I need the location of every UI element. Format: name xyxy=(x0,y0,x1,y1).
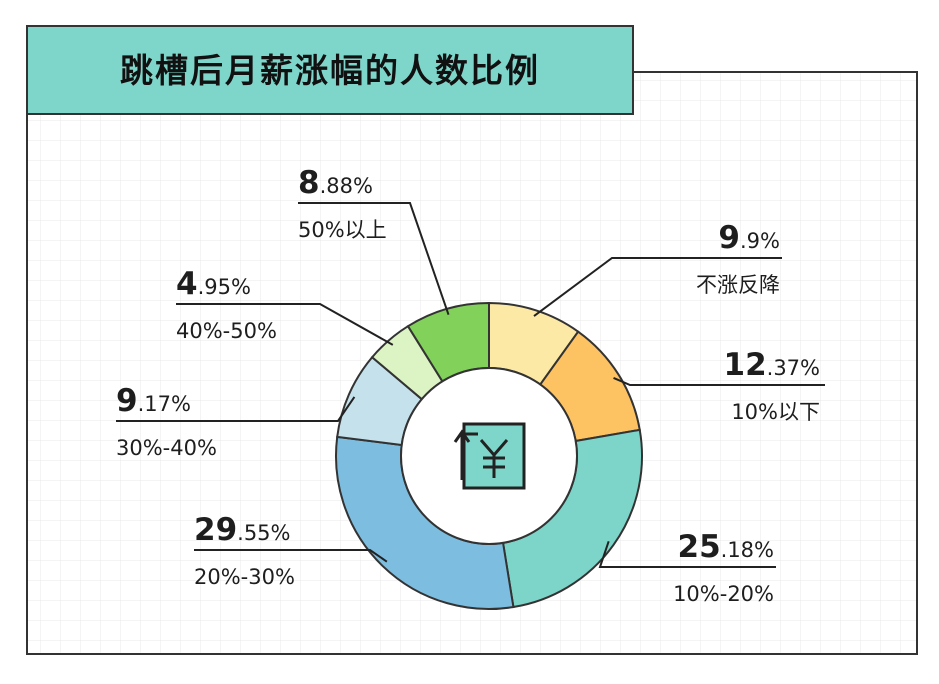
percent-integer: 9 xyxy=(718,220,740,256)
percent-decimal: .55% xyxy=(237,521,290,545)
yuan-up-arrow-icon xyxy=(453,422,526,490)
slice-category-label: 10%以下 xyxy=(731,400,820,424)
leader-line xyxy=(116,396,356,422)
percent-decimal: .17% xyxy=(138,392,191,416)
slice-percent-label: 12.37% xyxy=(724,347,821,383)
leader-line xyxy=(298,202,450,316)
slice-category-label: 20%-30% xyxy=(194,565,295,589)
slice-category-label: 30%-40% xyxy=(116,436,217,460)
slice-category-label: 不涨反降 xyxy=(696,273,780,297)
leader-line xyxy=(176,303,394,346)
slice-percent-label: 9.17% xyxy=(116,383,191,419)
leader-lines xyxy=(116,202,825,568)
leader-line xyxy=(598,541,776,568)
leader-line xyxy=(613,376,825,386)
slice-category-label: 10%-20% xyxy=(673,582,774,606)
slice-labels: 9.9%不涨反降12.37%10%以下25.18%10%-20%29.55%20… xyxy=(116,165,820,606)
slice-category-label: 40%-50% xyxy=(176,319,277,343)
percent-integer: 12 xyxy=(724,347,767,383)
slice-percent-label: 25.18% xyxy=(678,529,775,565)
leader-line xyxy=(533,257,782,317)
percent-decimal: .95% xyxy=(198,275,251,299)
percent-decimal: .9% xyxy=(740,229,780,253)
percent-decimal: .37% xyxy=(767,356,820,380)
chart-title: 跳槽后月薪涨幅的人数比例 xyxy=(120,51,540,90)
percent-integer: 25 xyxy=(678,529,721,565)
slice-percent-label: 8.88% xyxy=(298,165,373,201)
percent-decimal: .88% xyxy=(320,174,373,198)
percent-integer: 8 xyxy=(298,165,320,201)
donut-slices xyxy=(335,301,643,610)
percent-integer: 9 xyxy=(116,383,138,419)
slice-percent-label: 4.95% xyxy=(176,266,251,302)
leader-line xyxy=(194,549,388,563)
percent-integer: 4 xyxy=(176,266,198,302)
percent-decimal: .18% xyxy=(721,538,774,562)
slice-percent-label: 9.9% xyxy=(718,220,780,256)
slice-category-label: 50%以上 xyxy=(298,218,387,242)
percent-integer: 29 xyxy=(194,512,237,548)
slice-percent-label: 29.55% xyxy=(194,512,291,548)
title-banner xyxy=(26,25,634,115)
